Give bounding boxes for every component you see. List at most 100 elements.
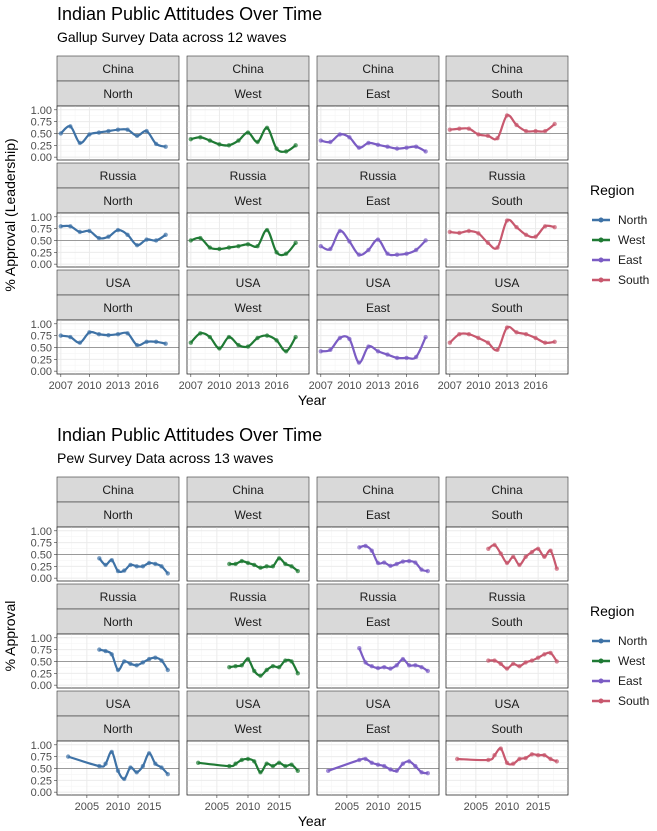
data-point	[274, 146, 279, 151]
data-point	[385, 251, 390, 256]
y-tick-label: 0.75	[31, 331, 52, 343]
facet-strip-country-label: China	[102, 483, 134, 497]
facet-strip-region-label: East	[366, 615, 391, 629]
data-point	[504, 113, 510, 118]
facet-panel-russia-south: Russia South	[445, 583, 569, 689]
data-point	[97, 647, 102, 652]
data-point	[122, 776, 127, 782]
facet-panel-usa-east: USA East 2005 2010 2015	[316, 690, 440, 813]
data-point	[535, 546, 541, 551]
x-tick-label: 2010	[77, 380, 101, 392]
data-point	[425, 771, 430, 776]
data-point	[96, 332, 102, 337]
x-tick-label: 2010	[207, 380, 231, 392]
data-point	[523, 660, 528, 665]
data-point	[413, 247, 419, 253]
facet-panel-china-east: China East	[316, 476, 440, 582]
data-point	[146, 560, 152, 566]
data-point	[466, 332, 472, 337]
data-point	[159, 564, 164, 569]
data-point	[328, 246, 333, 252]
facet-panel-usa-west: USA West 2005 2010 2015	[186, 690, 310, 813]
facet-strip-country-label: Russia	[360, 590, 397, 604]
facet-strip-region	[56, 715, 180, 742]
data-point	[400, 559, 406, 564]
data-point	[492, 658, 497, 663]
facet-strip-country-label: Russia	[230, 169, 267, 183]
facet-strip-country-label: Russia	[230, 590, 267, 604]
data-point	[535, 753, 541, 758]
legend-label: North	[618, 213, 647, 227]
legend-key-point	[598, 257, 604, 263]
data-point	[552, 339, 557, 344]
data-point	[106, 332, 111, 338]
data-point	[125, 127, 130, 132]
y-tick-label: 0.75	[31, 645, 52, 657]
data-point	[217, 142, 222, 147]
x-tick-label: 2016	[523, 380, 547, 392]
facet-strip-region	[445, 187, 569, 214]
data-point	[264, 667, 269, 673]
data-point	[293, 240, 298, 246]
y-tick-label: 0.50	[31, 763, 52, 775]
data-point	[375, 762, 381, 767]
facet-panel-china-east: China East	[316, 55, 440, 161]
data-point	[406, 663, 412, 668]
facet-strip-region-label: South	[491, 87, 522, 101]
chart-1: Indian Public Attitudes Over Time Gallup …	[2, 4, 649, 408]
facet-strip-country-label: USA	[236, 697, 261, 711]
data-point	[394, 768, 399, 774]
y-tick-label: 1.00	[31, 105, 52, 117]
facet-strip-country	[56, 55, 180, 82]
facet-strip-region	[186, 715, 310, 742]
data-point	[504, 666, 510, 671]
panel-border	[445, 212, 569, 268]
y-tick-label: 1.00	[31, 212, 52, 224]
legend-label: South	[618, 273, 649, 287]
data-point	[328, 347, 333, 353]
data-point	[375, 237, 381, 242]
data-point	[252, 668, 257, 674]
y-tick-label: 0.00	[31, 366, 52, 378]
facet-strip-region	[186, 187, 310, 214]
facet-strip-country-label: China	[232, 62, 264, 76]
facet-panel-russia-east: Russia East	[316, 583, 440, 689]
data-point	[542, 652, 547, 657]
data-point	[356, 360, 362, 365]
data-point	[270, 664, 276, 669]
data-point	[264, 761, 269, 766]
data-point	[153, 761, 158, 766]
data-point	[115, 332, 121, 337]
data-point	[394, 561, 399, 567]
data-point	[115, 568, 121, 574]
facet-strip-region-label: South	[491, 722, 522, 736]
data-point	[486, 658, 491, 663]
data-point	[252, 759, 257, 764]
data-point	[97, 763, 102, 769]
panel-border	[56, 105, 180, 161]
data-point	[239, 757, 244, 763]
facet-strip-country	[186, 690, 310, 717]
data-point	[423, 238, 428, 243]
data-point	[495, 347, 500, 353]
data-point	[517, 562, 522, 568]
data-point	[523, 332, 529, 337]
data-point	[492, 542, 497, 548]
data-point	[163, 341, 168, 346]
data-point	[533, 234, 538, 239]
facet-strip-country-label: USA	[495, 697, 520, 711]
data-point	[255, 139, 260, 145]
facet-strip-country	[186, 269, 310, 296]
facet-strip-region-label: North	[103, 722, 132, 736]
x-tick-label: 2007	[309, 380, 333, 392]
chart-title: Indian Public Attitudes Over Time	[57, 4, 322, 24]
data-point	[517, 664, 522, 669]
data-point	[122, 568, 127, 573]
data-point	[58, 131, 64, 136]
facet-strip-country-label: USA	[106, 276, 131, 290]
facet-panel-russia-north: Russia North 0.000.250.500.751.00	[31, 583, 180, 692]
facet-strip-region	[316, 187, 440, 214]
facet-strip-region-label: South	[491, 615, 522, 629]
facet-strip-country-label: Russia	[100, 169, 137, 183]
data-point	[455, 756, 460, 762]
